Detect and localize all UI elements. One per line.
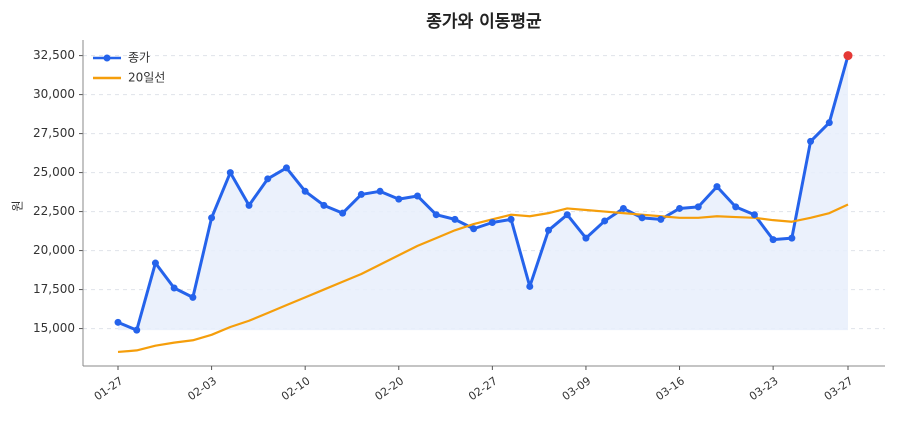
point [713,183,721,191]
point [526,282,534,290]
point [769,236,777,244]
point [264,175,272,183]
point [301,187,309,195]
last-point [843,51,853,61]
x-tick-label: 02-20 [373,374,407,403]
point [750,211,758,219]
y-tick-label: 20,000 [33,243,75,257]
point [788,234,796,242]
legend-marker [103,54,111,62]
point [320,201,328,209]
series-line [117,203,849,354]
point [619,204,627,212]
point [339,209,347,217]
point [657,215,665,223]
point [545,226,553,234]
point [376,187,384,195]
point [825,119,833,127]
y-tick-label: 15,000 [33,321,75,335]
point [582,234,590,242]
point [133,326,141,334]
point [357,190,365,198]
legend-label: 종가 [128,51,150,65]
x-tick-label: 01-27 [92,374,126,403]
point [601,217,609,225]
chart-title: 종가와 이동평균 [426,12,542,32]
point [470,225,478,233]
series-line [117,55,850,332]
point [638,214,646,222]
point [170,284,178,292]
point [226,169,234,177]
point [395,195,403,203]
y-tick-label: 30,000 [33,87,75,101]
point [807,137,815,145]
point [282,164,290,172]
point [676,204,684,212]
x-tick-label: 03-27 [822,374,856,403]
x-tick-label: 03-09 [560,374,594,403]
x-tick-label: 03-16 [653,374,687,403]
y-axis-label: 원 [11,200,25,211]
x-tick-label: 02-27 [466,374,500,403]
y-tick-label: 27,500 [33,126,75,140]
legend-label: 20일선 [128,71,165,85]
y-tick-label: 17,500 [33,282,75,296]
x-tick-label: 02-10 [279,374,313,403]
x-tick-label: 02-03 [185,374,219,403]
point [432,211,440,219]
point [189,293,197,301]
point [114,318,122,326]
point [694,203,702,211]
area [118,55,848,331]
point [563,211,571,219]
x-tick-label: 03-23 [747,374,781,403]
point [151,259,159,267]
y-tick-label: 25,000 [33,165,75,179]
point [507,215,515,223]
point [208,214,216,222]
point [413,192,421,200]
point [488,218,496,226]
point [245,201,253,209]
y-tick-label: 32,500 [33,48,75,62]
point [732,203,740,211]
point [451,215,459,223]
y-tick-label: 22,500 [33,204,75,218]
